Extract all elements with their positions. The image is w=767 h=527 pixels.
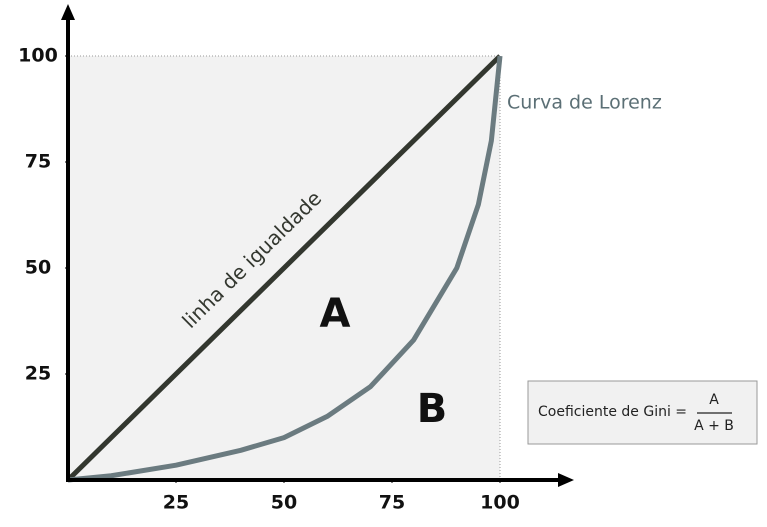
series-line xyxy=(66,54,502,482)
y-tick-label: 25 xyxy=(25,363,51,385)
series-label: Curva de Lorenz xyxy=(507,92,662,114)
x-tick-label: 75 xyxy=(379,492,405,514)
area-label: A xyxy=(320,291,351,337)
x-tick-label: 50 xyxy=(271,492,297,514)
x-tick-label: 25 xyxy=(163,492,189,514)
area-label: B xyxy=(417,386,448,432)
x-tick-label: 100 xyxy=(480,492,520,514)
x-axis-arrow xyxy=(558,473,574,487)
formula-denominator: A + B xyxy=(694,418,734,434)
y-tick-label: 75 xyxy=(25,151,51,173)
y-axis-arrow xyxy=(61,4,75,20)
series-line xyxy=(67,55,503,483)
y-tick-label: 100 xyxy=(18,45,58,67)
formula-label: Coeficiente de Gini = xyxy=(538,404,687,420)
formula-numerator: A xyxy=(709,392,719,408)
y-tick-label: 50 xyxy=(25,257,51,279)
